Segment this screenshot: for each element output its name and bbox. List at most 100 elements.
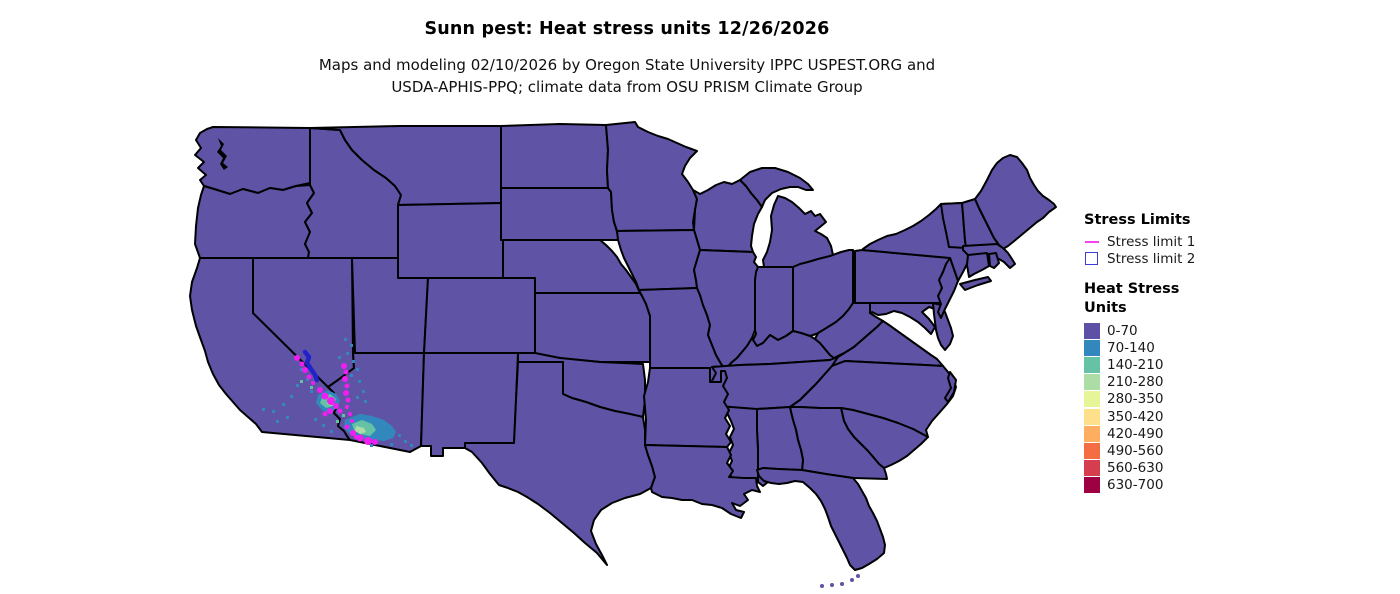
heat-hotspot-patch [355, 426, 366, 434]
island-speck [850, 578, 854, 582]
bin-label: 280-350 [1107, 391, 1164, 408]
heat-hotspot-pixel [314, 418, 317, 421]
state-shape [397, 202, 504, 279]
state-shape [420, 352, 519, 457]
state-shape [534, 292, 651, 363]
heat-hotspot-pixel [362, 390, 365, 393]
heat-stress-units-title: Heat Stress Units [1084, 281, 1180, 316]
island-speck [281, 423, 285, 427]
stress-limit-1-marker [350, 419, 354, 423]
stress-limit-1-marker [344, 424, 350, 430]
puget-sound-shape [217, 138, 228, 170]
legend-bin-row: 490-560 [1084, 442, 1384, 459]
state-shape [937, 257, 959, 319]
heat-hotspot-pixel [330, 430, 333, 433]
bin-color-swatch [1084, 339, 1100, 356]
heat-hotspot-pixel [352, 360, 355, 363]
stress-limit-1-marker [322, 411, 328, 417]
legend-bin-row: 420-490 [1084, 425, 1384, 442]
page-title: Sunn pest: Heat stress units 12/26/2026 [424, 19, 830, 39]
stress-limit-1-marker [299, 361, 305, 367]
subtitle-line-1: Maps and modeling 02/10/2026 by Oregon S… [318, 56, 936, 74]
stress-limit-1-marker [343, 369, 349, 375]
heat-hotspot-pixel [390, 443, 393, 446]
stress-limit-2-line [302, 349, 320, 383]
island-speck [856, 574, 860, 578]
state-shape [502, 239, 641, 294]
state-shape [932, 302, 954, 351]
island-speck [820, 584, 824, 588]
bin-label: 350-420 [1107, 408, 1164, 425]
state-shape [194, 184, 315, 259]
bin-color-swatch [1084, 322, 1100, 339]
stress-limit-1-marker [343, 390, 349, 396]
stress-limit-1-marker [337, 408, 343, 414]
state-shape [869, 302, 936, 335]
bin-label: 140-210 [1107, 356, 1164, 373]
legend-item-label: Stress limit 1 [1107, 233, 1196, 250]
state-shape [814, 302, 884, 359]
heat-hotspot-pixel [282, 403, 285, 406]
legend-bin-row: 210-280 [1084, 374, 1384, 391]
legend-sample-glyph [1085, 252, 1098, 265]
island-speck [830, 583, 834, 587]
stress-limit-1-marker [327, 397, 335, 405]
heat-hotspot-pixel [338, 356, 341, 359]
state-shape [464, 361, 656, 566]
legend-item-stress-limit-2: Stress limit 2 [1084, 250, 1384, 267]
heat-hotspot-pixel [356, 396, 359, 399]
stress-limits-title: Stress Limits [1084, 212, 1191, 228]
legend-bin-row: 0-70 [1084, 322, 1384, 339]
island-speck [840, 582, 844, 586]
bin-label: 0-70 [1107, 322, 1138, 339]
state-shape [643, 367, 732, 448]
bin-color-swatch [1084, 408, 1100, 425]
bin-label: 490-560 [1107, 442, 1164, 459]
state-shape [966, 252, 990, 278]
stress-limit-1-marker [350, 430, 356, 436]
stress-limit-box-icon [1084, 252, 1099, 265]
heat-hotspot-pixel [346, 352, 349, 355]
stress-limit-1-marker [333, 403, 339, 409]
heat-hotspot-pixel [300, 368, 303, 371]
bin-color-swatch [1084, 391, 1100, 408]
stress-limit-1-marker [294, 355, 300, 361]
heat-hotspot-pixel [300, 380, 303, 383]
stress-limit-1-marker [354, 435, 358, 439]
state-shape [739, 167, 814, 208]
legend-bin-row: 140-210 [1084, 356, 1384, 373]
state-shape [644, 444, 761, 519]
stress-limits-items: Stress limit 1 Stress limit 2 [1084, 233, 1384, 267]
heat-hotspot-pixel [306, 378, 309, 381]
state-shape [988, 252, 1000, 269]
heat-hotspot-pixel [358, 380, 361, 383]
stress-limit-1-marker [302, 367, 308, 373]
bin-label: 70-140 [1107, 339, 1155, 356]
heat-hotspot-pixel [364, 400, 367, 403]
stress-limit-line-icon [1084, 240, 1099, 243]
bin-color-swatch [1084, 477, 1100, 494]
bin-color-swatch [1084, 425, 1100, 442]
heat-hotspot-pixel [336, 420, 339, 423]
subtitle-line-2: USDA-APHIS-PPQ; climate data from OSU PR… [391, 78, 863, 96]
stress-limit-1-marker [306, 374, 312, 380]
states-layer [189, 121, 1057, 588]
stress-limit-2-contour [302, 349, 320, 383]
bin-label: 630-700 [1107, 477, 1164, 494]
bin-color-swatch [1084, 442, 1100, 459]
state-shape [789, 360, 957, 438]
stress-limit-1-marker [344, 383, 350, 389]
heat-hotspot-pixel [286, 416, 289, 419]
state-shape [500, 123, 609, 189]
heat-hotspot-pixel [350, 374, 353, 377]
heat-hotspot-pixel [370, 444, 373, 447]
bin-label: 420-490 [1107, 425, 1164, 442]
heat-hotspot-pixel [296, 384, 299, 387]
bin-color-swatch [1084, 460, 1100, 477]
state-shape [605, 121, 698, 232]
stress-limit-1-marker [356, 434, 364, 442]
legend-item-label: Stress limit 2 [1107, 250, 1196, 267]
heat-hotspot-pixel [272, 410, 275, 413]
stress-limit-1-marker [345, 397, 351, 403]
